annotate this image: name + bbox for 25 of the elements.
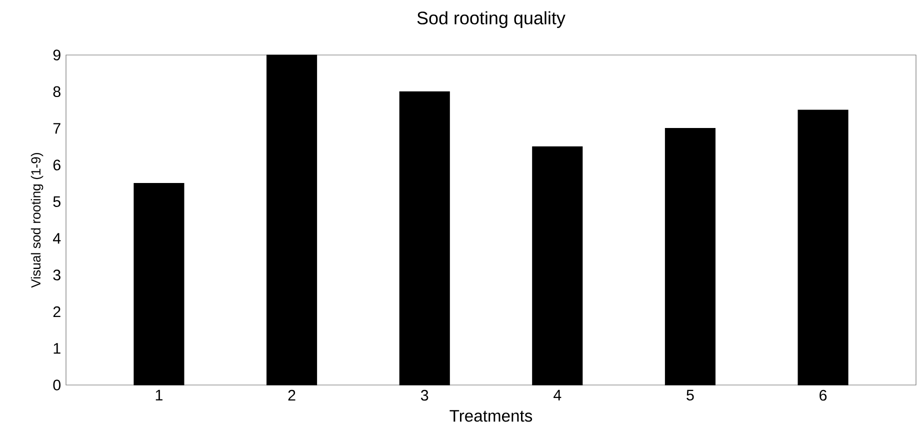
x-tick-label: 1 [156, 390, 162, 400]
y-tick-label: 0 [53, 380, 61, 390]
y-tick-label: 8 [53, 86, 60, 98]
x-tick-label: 5 [686, 390, 694, 401]
x-tick-label: 6 [820, 390, 827, 401]
y-tick-label: 2 [53, 306, 60, 317]
y-tick-label: 3 [53, 270, 60, 280]
x-tick-label: 3 [420, 390, 428, 401]
x-tick-label: 4 [554, 390, 562, 400]
y-tick-label: 5 [53, 196, 60, 207]
bar [399, 91, 450, 386]
bar [266, 54, 318, 386]
x-axis-title: Treatments [450, 410, 532, 422]
chart-title: Sod rooting quality [417, 11, 566, 28]
x-tick-label: 2 [288, 390, 296, 401]
bar [798, 110, 848, 386]
y-axis-title: Visual sod rooting (1-9) [30, 153, 44, 288]
bar [134, 183, 184, 386]
y-tick-label: 4 [52, 233, 61, 244]
y-tick-label: 1 [54, 343, 60, 354]
bar [532, 146, 583, 386]
y-tick-label: 6 [53, 160, 60, 170]
y-tick-label: 9 [53, 50, 60, 60]
bar [664, 128, 716, 386]
y-tick-label: 7 [53, 123, 60, 134]
